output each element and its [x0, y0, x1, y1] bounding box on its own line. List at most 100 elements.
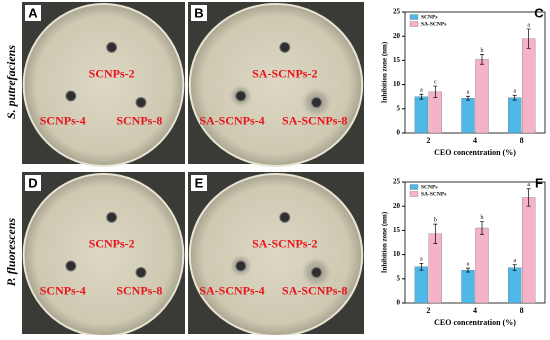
- legend-label: SCNPs: [421, 184, 438, 190]
- well: [235, 90, 247, 102]
- legend-label: SCNPs: [421, 14, 438, 20]
- well: [235, 260, 247, 272]
- well: [135, 266, 147, 278]
- well: [106, 41, 118, 53]
- sample-label: SA-SCNPs-2: [252, 67, 317, 81]
- sample-label: SCNPs-8: [116, 114, 162, 128]
- panel-letter: C: [534, 5, 544, 20]
- species-label: P. fluorescens: [4, 217, 18, 286]
- plot-frame: [404, 181, 546, 304]
- significance-letter: a: [513, 89, 516, 95]
- error-bar: [480, 54, 484, 65]
- significance-letter: a: [420, 257, 423, 263]
- sample-label: SA-SCNPs-2: [252, 237, 317, 251]
- bar-chart: F 0 5 10 15 20 25 Inhibition zone (nm) CEO conce…: [381, 175, 546, 327]
- bar: [475, 59, 489, 134]
- y-tick-label: 25: [393, 178, 401, 186]
- panel-letter-box: [191, 5, 207, 21]
- significance-letter: a: [513, 258, 516, 264]
- well: [279, 41, 291, 53]
- y-tick-label: 5: [397, 104, 401, 112]
- panel-letter: E: [195, 175, 204, 190]
- error-bar: [419, 93, 424, 100]
- bar: [522, 38, 536, 134]
- x-tick-label: 4: [473, 306, 477, 315]
- significance-letter: a: [467, 262, 470, 268]
- sample-label: SCNPs-4: [40, 114, 86, 128]
- petri-dish: [188, 173, 364, 337]
- error-bar: [512, 94, 517, 101]
- y-tick-label: 15: [393, 56, 401, 64]
- panel-letter: F: [535, 175, 543, 190]
- legend-swatch: [409, 14, 419, 20]
- error-bar: [419, 262, 424, 271]
- well: [106, 211, 118, 223]
- sample-label: SCNPs-2: [89, 237, 135, 251]
- y-tick-label: 10: [393, 250, 401, 258]
- x-tick-label: 2: [426, 306, 430, 315]
- well: [135, 96, 147, 108]
- legend-label: SA-SCNPs: [421, 191, 446, 197]
- x-tick-label: 8: [520, 136, 524, 145]
- well: [279, 211, 291, 223]
- well: [65, 260, 77, 272]
- panel-letter-box: [25, 175, 41, 191]
- sample-label: SA-SCNPs-4: [199, 114, 264, 128]
- error-bar: [433, 85, 438, 99]
- significance-letter: a: [527, 22, 530, 28]
- bar: [508, 97, 522, 134]
- legend-swatch: [409, 184, 419, 190]
- error-bar: [466, 95, 470, 101]
- error-bar: [526, 188, 531, 207]
- y-tick-label: 10: [393, 80, 401, 88]
- significance-letter: b: [481, 215, 484, 221]
- y-axis-title: Inhibition zone (nm): [381, 41, 389, 103]
- bar: [414, 96, 428, 134]
- x-tick-label: 2: [426, 136, 430, 145]
- sample-label: SCNPs-2: [89, 67, 135, 81]
- plot-frame: [404, 11, 546, 134]
- sample-label: SCNPs-8: [116, 284, 162, 298]
- y-axis-title: Inhibition zone (nm): [381, 211, 389, 273]
- y-tick-label: 0: [397, 129, 401, 137]
- sample-label: SCNPs-4: [40, 284, 86, 298]
- x-tick-label: 8: [520, 306, 524, 315]
- well: [310, 266, 322, 278]
- sample-label: SA-SCNPs-8: [282, 114, 347, 128]
- panel-letter: D: [28, 175, 37, 190]
- y-tick-label: 15: [393, 226, 401, 234]
- error-bar: [480, 221, 484, 235]
- significance-letter: c: [434, 79, 437, 85]
- bar-chart: C 0 5 10 15 20 25 Inhibition zone (nm) CEO conce…: [381, 5, 546, 157]
- error-bar: [466, 267, 470, 273]
- error-bar: [512, 264, 517, 271]
- legend-swatch: [409, 21, 419, 27]
- significance-letter: a: [420, 88, 423, 94]
- y-tick-label: 0: [397, 299, 401, 307]
- significance-letter: b: [434, 217, 437, 223]
- bar: [475, 227, 489, 304]
- y-tick-label: 5: [397, 274, 401, 282]
- petri-dish: [188, 3, 364, 167]
- petri-dish: [22, 173, 185, 337]
- bar: [428, 91, 442, 134]
- panel-letter-box: [191, 175, 207, 191]
- bar: [522, 197, 536, 304]
- well: [310, 96, 322, 108]
- error-bar: [526, 28, 531, 49]
- sample-label: SA-SCNPs-8: [282, 284, 347, 298]
- x-axis-title: CEO concentration (%): [434, 318, 516, 327]
- panel-letter: B: [194, 5, 203, 20]
- petri-dish: [22, 3, 185, 167]
- y-tick-label: 25: [393, 8, 401, 16]
- bar: [461, 98, 475, 134]
- significance-letter: a: [467, 90, 470, 96]
- species-label: S. putrefaciens: [4, 45, 18, 119]
- well: [65, 90, 77, 102]
- significance-letter: b: [481, 48, 484, 54]
- significance-letter: a: [527, 182, 530, 188]
- sample-label: SA-SCNPs-4: [199, 284, 264, 298]
- y-tick-label: 20: [393, 32, 401, 40]
- x-axis-title: CEO concentration (%): [434, 148, 516, 157]
